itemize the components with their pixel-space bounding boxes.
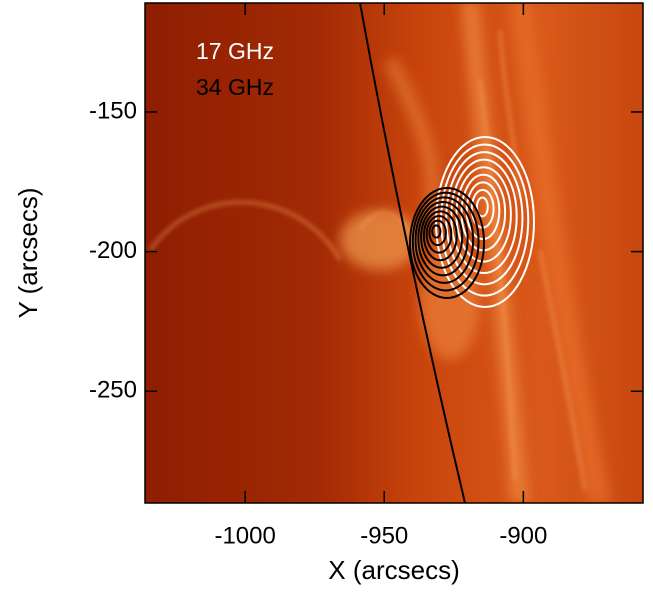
x-tick-label: -900 — [499, 522, 547, 549]
contour — [425, 215, 453, 254]
plot-frame — [144, 2, 644, 504]
x-axis-label: X (arcsecs) — [328, 555, 459, 585]
y-tick-label: -200 — [89, 237, 137, 264]
x-tick-label: -1000 — [214, 522, 275, 549]
y-axis-label: Y (arcsecs) — [13, 188, 43, 319]
x-tick-label: -950 — [360, 522, 408, 549]
contour — [435, 136, 535, 308]
y-tick-label: -250 — [89, 377, 137, 404]
contour — [417, 201, 469, 277]
contour — [428, 219, 447, 247]
solar-limb — [359, 3, 466, 503]
contour — [411, 191, 480, 292]
contour — [475, 196, 489, 218]
contour-set — [409, 187, 485, 299]
solar-image — [145, 3, 643, 503]
contour — [422, 210, 458, 262]
contour — [420, 205, 464, 269]
contour — [414, 196, 475, 284]
contour — [440, 143, 530, 297]
y-tick-label: -150 — [89, 97, 137, 124]
legend-entry: 34 GHz — [196, 74, 274, 100]
contour — [409, 187, 485, 299]
contour — [431, 224, 442, 239]
legend-entry: 17 GHz — [196, 38, 274, 64]
